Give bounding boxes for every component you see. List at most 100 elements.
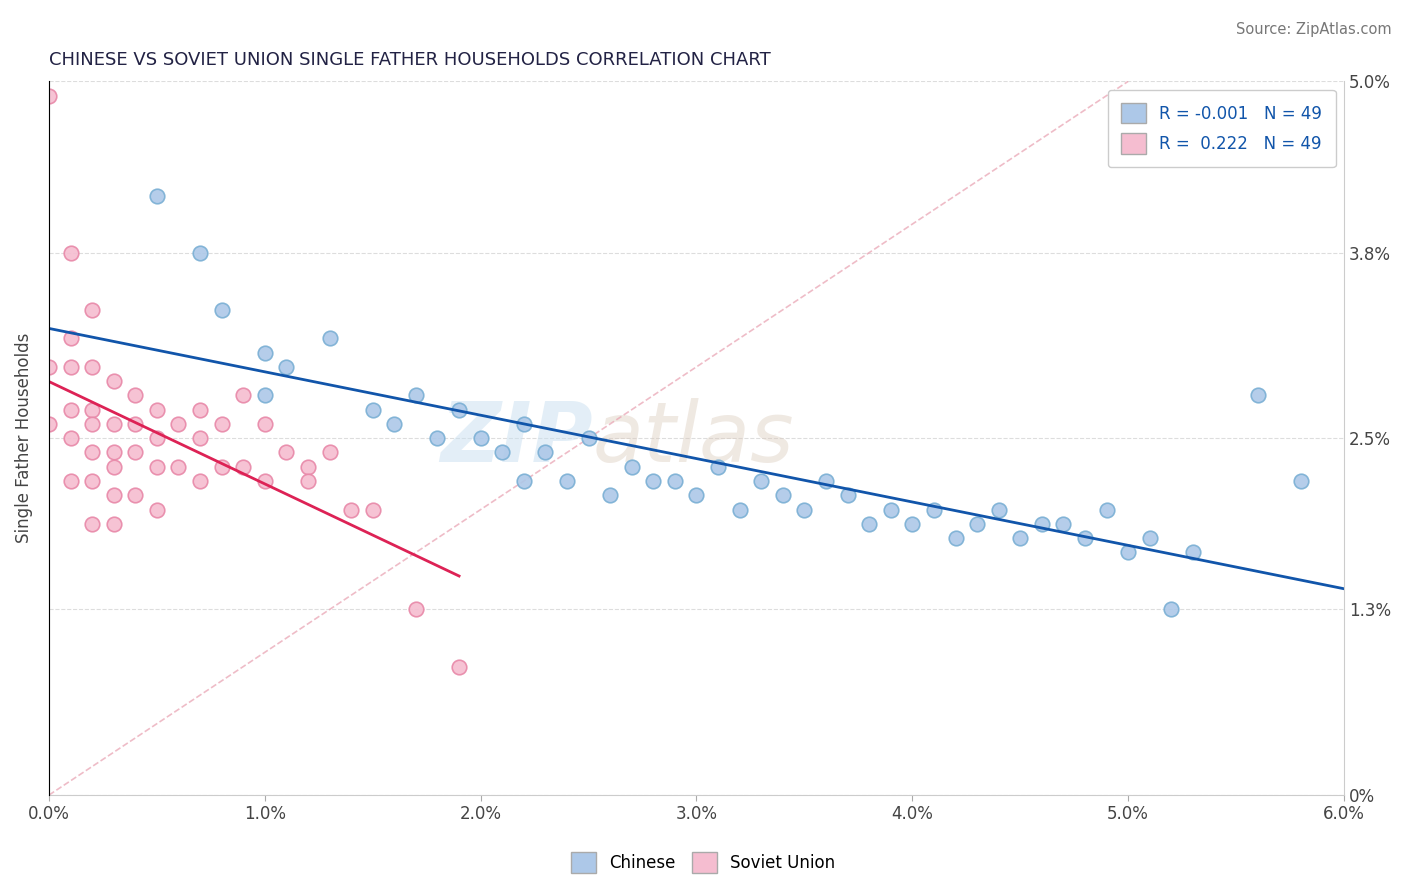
Point [103,459,125,474]
Point [188,245,211,260]
Point [103,488,125,502]
Point [361,402,384,417]
Point [38,417,60,431]
Point [211,302,233,317]
Y-axis label: Single Father Households: Single Father Households [15,333,32,543]
Point [1074,531,1097,545]
Point [38,88,60,103]
Point [38,359,60,374]
Point [749,474,772,488]
Point [382,417,405,431]
Legend: Chinese, Soviet Union: Chinese, Soviet Union [564,846,842,880]
Point [253,345,276,359]
Point [276,359,298,374]
Text: ZIP: ZIP [440,398,593,479]
Point [728,502,751,516]
Point [599,488,621,502]
Point [253,474,276,488]
Point [361,502,384,516]
Point [1160,602,1182,616]
Point [297,474,319,488]
Point [945,531,967,545]
Point [1010,531,1032,545]
Point [772,488,794,502]
Point [987,502,1010,516]
Text: CHINESE VS SOVIET UNION SINGLE FATHER HOUSEHOLDS CORRELATION CHART: CHINESE VS SOVIET UNION SINGLE FATHER HO… [49,51,770,69]
Point [124,488,146,502]
Point [276,445,298,459]
Point [59,245,82,260]
Point [146,402,169,417]
Point [167,459,190,474]
Point [449,659,471,673]
Point [82,445,104,459]
Point [837,488,859,502]
Legend: R = -0.001   N = 49, R =  0.222   N = 49: R = -0.001 N = 49, R = 0.222 N = 49 [1108,90,1336,167]
Point [405,388,427,402]
Point [297,459,319,474]
Point [1116,545,1139,559]
Point [707,459,730,474]
Point [103,417,125,431]
Point [620,459,643,474]
Point [491,445,513,459]
Point [1247,388,1270,402]
Point [188,431,211,445]
Point [1139,531,1161,545]
Point [922,502,945,516]
Text: Source: ZipAtlas.com: Source: ZipAtlas.com [1236,22,1392,37]
Point [146,502,169,516]
Point [146,188,169,202]
Point [59,402,82,417]
Point [534,445,557,459]
Point [146,431,169,445]
Point [578,431,600,445]
Point [82,359,104,374]
Point [232,388,254,402]
Point [901,516,924,531]
Point [858,516,880,531]
Point [103,445,125,459]
Point [1181,545,1204,559]
Point [513,417,536,431]
Point [966,516,988,531]
Point [814,474,837,488]
Text: atlas: atlas [593,398,794,479]
Point [82,474,104,488]
Point [232,459,254,474]
Point [555,474,578,488]
Point [253,417,276,431]
Point [470,431,492,445]
Point [188,474,211,488]
Point [188,402,211,417]
Point [211,417,233,431]
Point [59,474,82,488]
Point [685,488,707,502]
Point [211,459,233,474]
Point [103,374,125,388]
Point [59,331,82,345]
Point [1031,516,1053,531]
Point [426,431,449,445]
Point [340,502,363,516]
Point [82,516,104,531]
Point [513,474,536,488]
Point [59,431,82,445]
Point [167,417,190,431]
Point [124,445,146,459]
Point [793,502,815,516]
Point [82,402,104,417]
Point [1289,474,1312,488]
Point [880,502,903,516]
Point [1095,502,1118,516]
Point [59,359,82,374]
Point [664,474,686,488]
Point [318,445,340,459]
Point [146,459,169,474]
Point [449,402,471,417]
Point [124,388,146,402]
Point [405,602,427,616]
Point [82,417,104,431]
Point [82,302,104,317]
Point [124,417,146,431]
